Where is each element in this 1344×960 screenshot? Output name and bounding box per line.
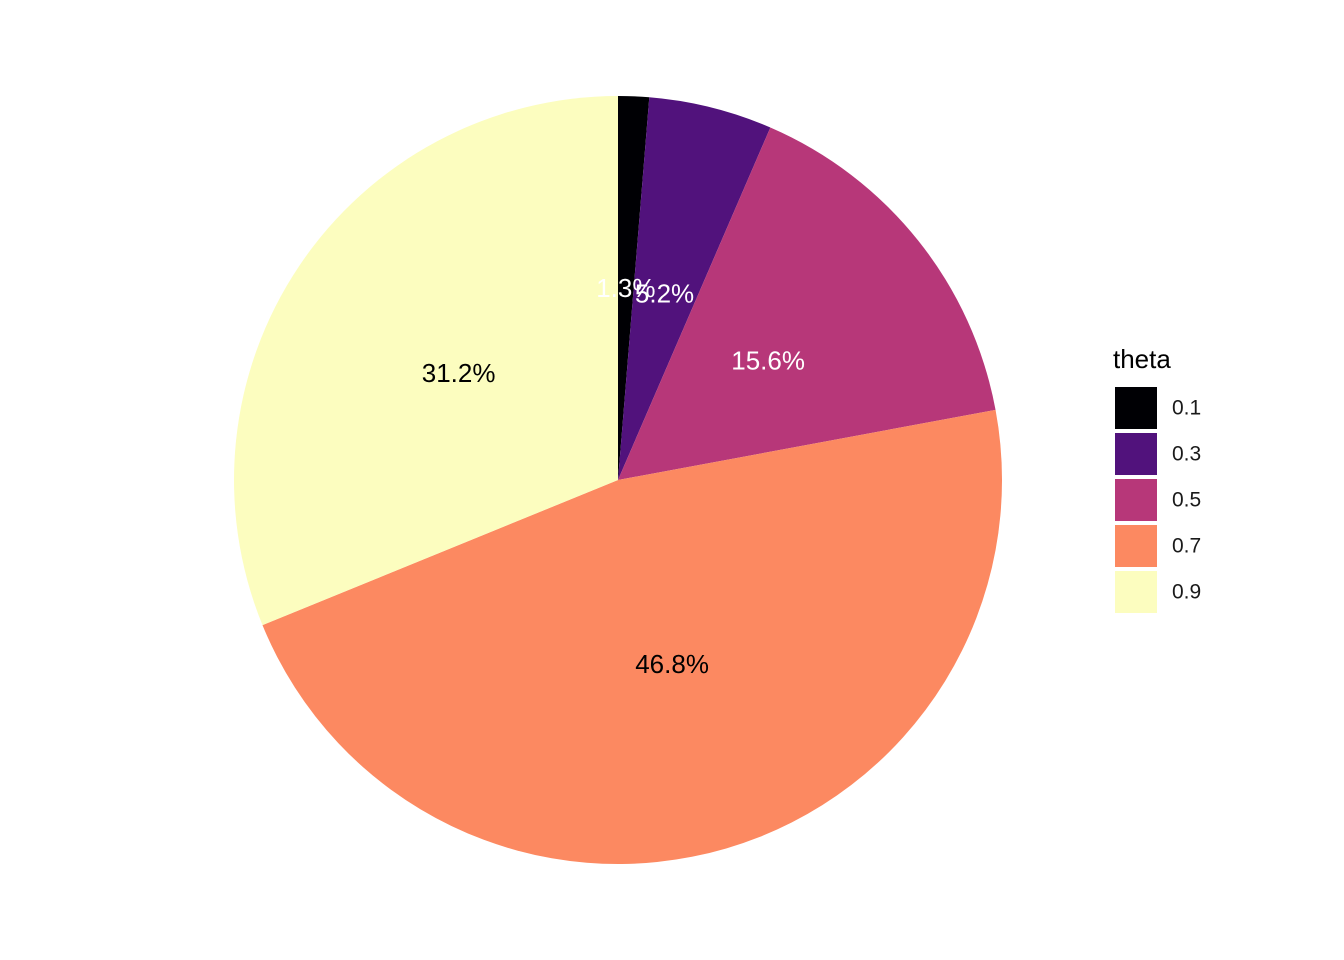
pie-slice-labels: 1.3%5.2% 15.6% 46.8% 31.2% xyxy=(422,273,805,679)
legend-key-0.5 xyxy=(1115,479,1157,521)
legend-label-0.1: 0.1 xyxy=(1172,397,1201,420)
legend-label-0.5: 0.5 xyxy=(1172,489,1201,512)
pie-slice-0.1 xyxy=(618,96,650,480)
legend-items: 0.1 0.3 0.5 0.7 0.9 xyxy=(1115,387,1201,613)
pie-slice-0.3 xyxy=(618,97,771,480)
legend-label-0.7: 0.7 xyxy=(1172,535,1201,558)
legend-label-0.3: 0.3 xyxy=(1172,443,1201,466)
pie-slice-0.7 xyxy=(262,409,1003,865)
pie-slices xyxy=(234,96,1003,865)
legend-title: theta xyxy=(1113,344,1171,374)
slice-label-0.7: 46.8% xyxy=(635,649,709,679)
legend-key-0.7 xyxy=(1115,525,1157,567)
legend-key-0.9 xyxy=(1115,571,1157,613)
legend-key-0.1 xyxy=(1115,387,1157,429)
legend: theta 0.1 0.3 0.5 0.7 0.9 xyxy=(1113,344,1201,613)
slice-label-0.3: 5.2% xyxy=(635,279,694,309)
legend-key-0.3 xyxy=(1115,433,1157,475)
legend-label-0.9: 0.9 xyxy=(1172,581,1201,604)
slice-label-0.1: 1.3% xyxy=(596,273,655,303)
slice-label-0.5: 15.6% xyxy=(731,345,805,375)
pie-slice-0.9 xyxy=(234,96,619,626)
pie-slice-0.5 xyxy=(618,127,996,481)
slice-label-0.9: 31.2% xyxy=(422,358,496,388)
